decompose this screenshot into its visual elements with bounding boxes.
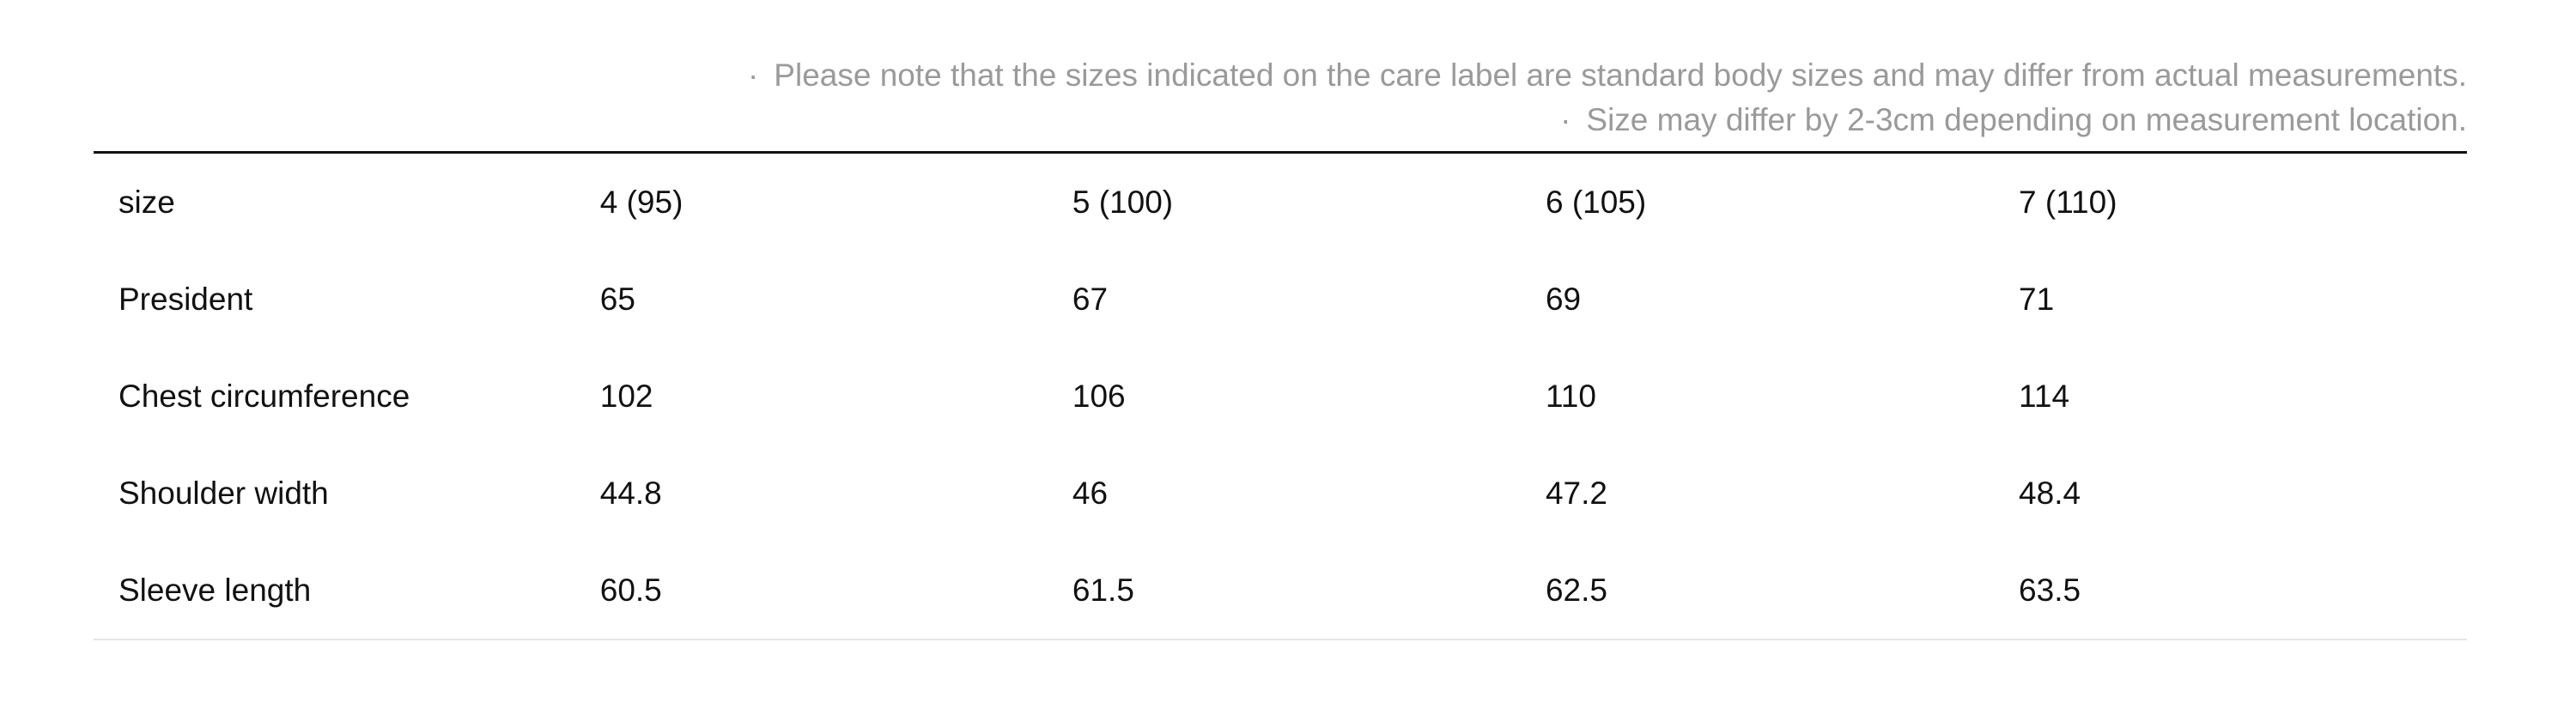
table-row: size 4 (95) 5 (100) 6 (105) 7 (110) [94,153,2467,252]
cell: 102 [599,378,653,414]
cell: 62.5 [1545,572,1607,608]
cell: 44.8 [599,475,662,511]
cell: 114 [2019,378,2070,414]
cell: 110 [1545,378,1596,414]
cell: 69 [1545,281,1582,317]
cell: 46 [1072,475,1109,511]
row-label: Chest circumference [118,378,410,414]
note: Size may differ by 2-3cm depending on me… [748,98,2467,142]
cell: 7 (110) [2019,184,2117,220]
cell: 48.4 [2019,475,2081,511]
cell: 6 (105) [1545,184,1647,220]
cell: 47.2 [1545,475,1607,511]
size-table: size 4 (95) 5 (100) 6 (105) 7 (110) President… [94,151,2467,640]
cell: 67 [1072,281,1109,317]
row-label: Shoulder width [118,475,329,511]
cell: 61.5 [1072,572,1134,608]
cell: 4 (95) [599,184,683,220]
cell: 5 (100) [1072,184,1174,220]
row-label: Sleeve length [118,572,312,608]
table-row: Chest circumference 102 106 110 114 [94,348,2467,445]
cell: 65 [599,281,635,317]
cell: 60.5 [599,572,662,608]
cell: 63.5 [2019,572,2081,608]
notes: Please note that the sizes indicated on … [748,53,2467,142]
table-row: President 65 67 69 71 [94,251,2467,348]
table-row: Sleeve length 60.5 61.5 62.5 63.5 [94,542,2467,639]
cell: 106 [1072,378,1126,414]
note: Please note that the sizes indicated on … [748,53,2467,98]
cell: 71 [2019,281,2055,317]
table-row: Shoulder width 44.8 46 47.2 48.4 [94,445,2467,542]
row-label: President [118,281,253,317]
row-label: size [118,184,175,220]
